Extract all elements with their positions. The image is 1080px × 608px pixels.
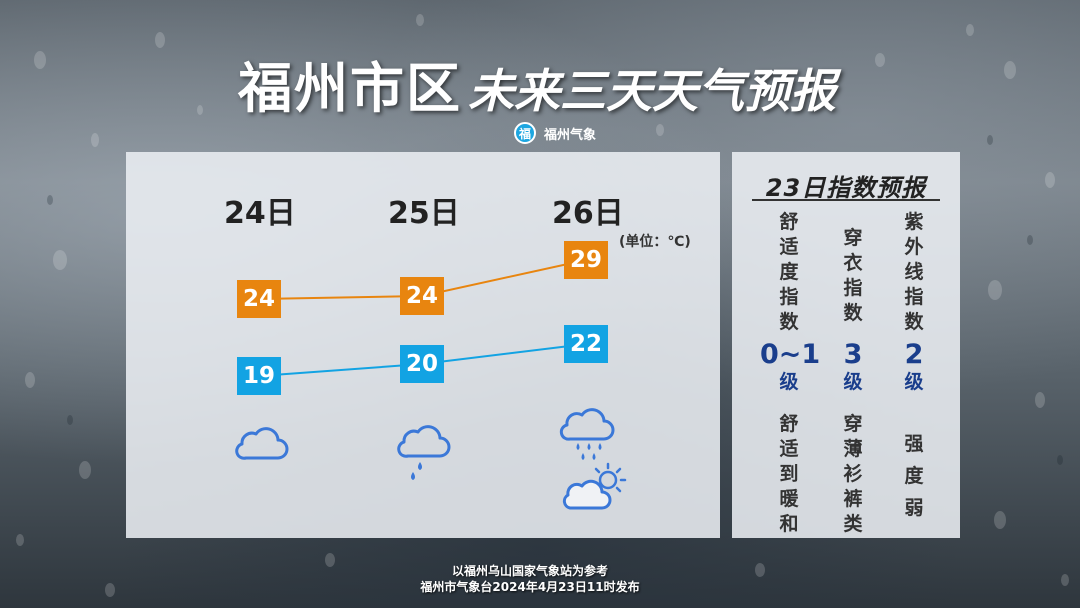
day-label-2: 25日 xyxy=(388,196,460,231)
day-label-3: 26日 xyxy=(552,196,624,231)
header-title: 福州市区 未来三天天气预报 xyxy=(238,44,836,123)
footer-reference: 以福州乌山国家气象站为参考 xyxy=(451,564,608,578)
high-temp-day-1: 24 xyxy=(237,280,281,318)
rain-icon xyxy=(397,425,451,480)
index-level-number: 0~1 xyxy=(760,339,821,370)
footer-issuer: 福州市气象台2024年4月23日11时发布 xyxy=(420,580,640,594)
brand-logo-icon: 福 xyxy=(514,122,536,144)
title-city: 福州市区 xyxy=(238,56,462,120)
index-level-unit: 级 xyxy=(779,371,799,393)
title-subtitle: 未来三天天气预报 xyxy=(468,64,836,118)
index-name-comfort: 舒适度指数 xyxy=(779,211,799,333)
low-temp-day-2: 20 xyxy=(400,345,444,383)
low-temp-day-3: 22 xyxy=(564,325,608,363)
low-temp-day-1: 19 xyxy=(237,357,281,395)
index-level-clothing: 3 级 xyxy=(838,340,868,394)
rain-icon xyxy=(559,408,615,460)
partly-cloudy-icon xyxy=(562,462,627,510)
index-level-unit: 级 xyxy=(843,371,863,393)
index-level-number: 2 xyxy=(904,339,924,370)
index-level-unit: 级 xyxy=(904,371,924,393)
high-temp-day-3: 29 xyxy=(564,241,608,279)
index-name-clothing: 穿衣指数 xyxy=(843,227,863,324)
high-temp-day-2: 24 xyxy=(400,277,444,315)
temperature-unit: (单位：℃) xyxy=(619,234,691,250)
index-desc-uv: 强度弱 xyxy=(904,433,924,519)
index-desc-comfort: 舒适到暖和 xyxy=(779,413,799,535)
day-label-1: 24日 xyxy=(224,196,296,231)
index-title-underline xyxy=(752,199,940,201)
index-panel xyxy=(732,152,960,538)
index-level-number: 3 xyxy=(843,339,863,370)
brand-badge: 福 福州气象 xyxy=(514,122,596,144)
index-level-uv: 2 级 xyxy=(899,340,929,394)
footer-note: 以福州乌山国家气象站为参考 福州市气象台2024年4月23日11时发布 xyxy=(0,563,1060,595)
index-desc-clothing: 穿薄衫裤类 xyxy=(843,413,863,535)
index-title: 23日指数预报 xyxy=(765,174,927,202)
cloudy-icon xyxy=(235,427,289,460)
index-name-uv: 紫外线指数 xyxy=(904,211,924,333)
index-level-comfort: 0~1 级 xyxy=(760,339,821,394)
brand-name: 福州气象 xyxy=(544,127,597,143)
